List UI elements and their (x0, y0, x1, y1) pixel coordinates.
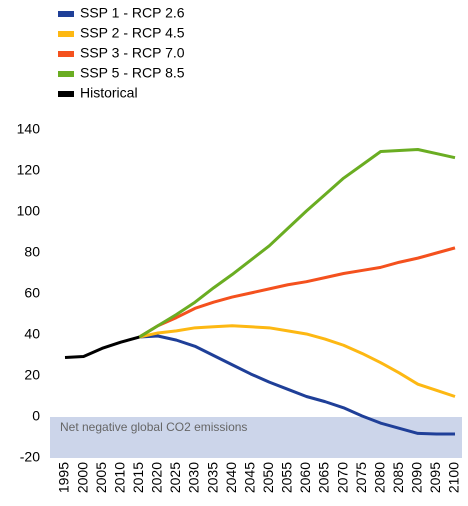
x-tick-label: 2070 (334, 462, 350, 493)
x-tick-label: 2095 (427, 462, 443, 493)
x-tick-label: 2085 (390, 462, 406, 493)
x-tick-label: 2005 (93, 462, 109, 493)
legend-swatch (58, 71, 74, 77)
y-tick-label: 100 (17, 203, 41, 219)
series-line (139, 334, 455, 436)
negative-region (50, 417, 462, 458)
legend-label: SSP 5 - RCP 8.5 (80, 65, 185, 81)
series-line (138, 246, 456, 339)
y-tick-label: 120 (17, 162, 41, 178)
x-tick-label: 2045 (241, 462, 257, 493)
x-tick-label: 2015 (130, 462, 146, 493)
x-tick-label: 2035 (204, 462, 220, 493)
x-tick-label: 2025 (167, 462, 183, 493)
y-tick-label: 0 (32, 408, 40, 424)
x-tick-label: 2065 (316, 462, 332, 493)
legend-label: SSP 3 - RCP 7.0 (80, 45, 185, 61)
x-tick-label: 2030 (186, 462, 202, 493)
legend-label: SSP 1 - RCP 2.6 (80, 5, 185, 21)
legend-swatch (58, 11, 74, 17)
legend-swatch (58, 51, 74, 57)
series-line (138, 324, 456, 398)
x-tick-label: 2080 (371, 462, 387, 493)
x-tick-label: 2100 (446, 462, 462, 493)
x-tick-label: 1995 (56, 462, 72, 493)
y-tick-label: 40 (24, 326, 40, 342)
legend-label: SSP 2 - RCP 4.5 (80, 25, 185, 41)
x-tick-label: 2010 (111, 462, 127, 493)
x-tick-label: 2060 (297, 462, 313, 493)
x-tick-label: 2055 (279, 462, 295, 493)
series-line (64, 335, 140, 360)
x-tick-label: 2050 (260, 462, 276, 493)
x-tick-label: 2075 (353, 462, 369, 493)
legend-label: Historical (80, 85, 138, 101)
y-tick-label: 20 (24, 367, 40, 383)
x-tick-label: 2020 (149, 462, 165, 493)
series-line (138, 147, 456, 339)
y-tick-label: 60 (24, 285, 40, 301)
annotation-text: Net negative global CO2 emissions (60, 420, 247, 434)
y-tick-label: 140 (17, 121, 41, 137)
legend-swatch (58, 31, 74, 37)
legend-swatch (58, 91, 74, 97)
x-tick-label: 2090 (409, 462, 425, 493)
x-tick-label: 2000 (74, 462, 90, 493)
x-tick-label: 2040 (223, 462, 239, 493)
y-tick-label: 80 (24, 244, 40, 260)
y-tick-label: -20 (20, 449, 40, 465)
